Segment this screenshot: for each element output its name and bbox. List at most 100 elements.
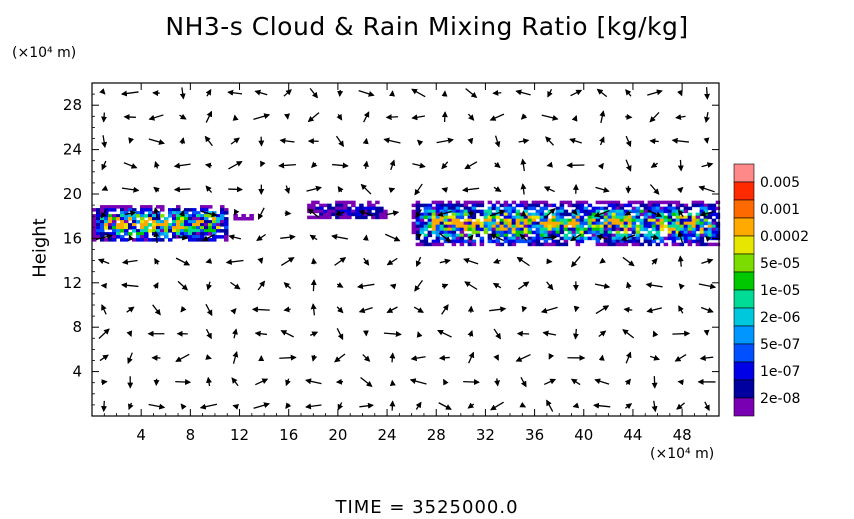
- wind-vector: [336, 306, 344, 314]
- wind-vector: [415, 401, 422, 410]
- cloud-cell: [611, 221, 617, 226]
- cloud-cell: [108, 220, 113, 224]
- cloud-cell: [535, 224, 541, 229]
- cloud-cell: [583, 200, 589, 205]
- cloud-cell: [679, 203, 685, 208]
- wind-vector: [678, 305, 684, 314]
- cloud-cell: [515, 221, 521, 226]
- cloud-cell: [595, 215, 601, 220]
- cloud-cell: [559, 218, 565, 223]
- cloud-cell: [591, 233, 597, 238]
- cloud-cell: [519, 221, 525, 226]
- cloud-cell: [443, 212, 449, 217]
- cloud-cell: [180, 223, 185, 227]
- colorbar-swatch: [733, 307, 755, 327]
- cloud-cell: [140, 211, 145, 215]
- cloud-cell: [459, 233, 465, 238]
- cloud-cell: [307, 203, 312, 208]
- cloud-cell: [224, 232, 229, 236]
- cloud-cell: [415, 221, 421, 226]
- wind-vector: [99, 354, 109, 362]
- wind-vector: [173, 186, 191, 193]
- cloud-cell: [675, 218, 681, 223]
- wind-vector: [383, 137, 401, 144]
- cloud-cell: [483, 221, 489, 226]
- cloud-cell: [535, 236, 541, 241]
- cloud-cell: [184, 229, 189, 233]
- wind-vector: [677, 255, 684, 267]
- cloud-cell: [435, 203, 441, 208]
- cloud-cell: [635, 230, 641, 235]
- wind-vector: [625, 135, 632, 148]
- cloud-cell: [104, 238, 109, 242]
- cloud-cell: [531, 242, 537, 247]
- cloud-cell: [531, 239, 537, 244]
- cloud-cell: [491, 221, 497, 226]
- wind-vector: [623, 306, 633, 313]
- cloud-cell: [411, 215, 417, 220]
- wind-vector: [441, 283, 449, 290]
- cloud-cell: [687, 206, 693, 211]
- cloud-cell: [200, 223, 205, 227]
- cloud-cell: [511, 218, 517, 223]
- wind-vector: [180, 305, 187, 313]
- cloud-cell: [623, 203, 629, 208]
- cloud-cell: [200, 232, 205, 236]
- wind-vector: [305, 378, 322, 385]
- cloud-cell: [607, 203, 613, 208]
- wind-vector: [598, 354, 605, 361]
- cloud-cell: [188, 217, 193, 221]
- cloud-cell: [615, 242, 621, 247]
- cloud-cell: [443, 209, 449, 214]
- cloud-cell: [319, 212, 324, 217]
- cloud-cell: [495, 209, 501, 214]
- cloud-cell: [507, 212, 513, 217]
- cloud-cell: [643, 233, 649, 238]
- wind-vector: [546, 399, 554, 412]
- cloud-cell: [671, 221, 677, 226]
- wind-vector: [337, 186, 344, 193]
- cloud-cell: [204, 223, 209, 227]
- cloud-cell: [539, 230, 545, 235]
- cloud-cell: [615, 203, 621, 208]
- cloud-cell: [132, 223, 137, 227]
- cloud-cell: [347, 206, 352, 211]
- cloud-cell: [216, 217, 221, 221]
- wind-vector: [309, 87, 318, 99]
- cloud-cell: [431, 200, 437, 205]
- wind-vector: [412, 162, 426, 169]
- cloud-cell: [435, 239, 441, 244]
- cloud-cell: [455, 221, 461, 226]
- cloud-cell: [579, 221, 585, 226]
- cloud-cell: [92, 235, 97, 239]
- cloud-cell: [224, 229, 229, 233]
- wind-vector: [334, 353, 346, 363]
- cloud-cell: [311, 215, 316, 220]
- cloud-cell: [599, 224, 605, 229]
- cloud-cell: [687, 239, 693, 244]
- cloud-cell: [200, 217, 205, 221]
- cloud-cell: [715, 227, 721, 232]
- cloud-cell: [160, 205, 165, 209]
- cloud-cell: [212, 235, 217, 239]
- cloud-cell: [327, 203, 332, 208]
- cloud-cell: [112, 229, 117, 233]
- cloud-cell: [459, 236, 465, 241]
- cloud-cell: [639, 242, 645, 247]
- wind-vector: [649, 111, 660, 123]
- cloud-cell: [152, 214, 157, 218]
- cloud-cell: [168, 238, 173, 242]
- cloud-cell: [711, 227, 717, 232]
- wind-vector: [205, 88, 212, 97]
- cloud-cell: [619, 206, 625, 211]
- cloud-cell: [679, 218, 685, 223]
- cloud-cell: [535, 209, 541, 214]
- cloud-cell: [611, 206, 617, 211]
- cloud-cell: [140, 229, 145, 233]
- wind-vector: [362, 160, 369, 169]
- y-tick-label: 16: [63, 229, 82, 247]
- colorbar-swatch: [733, 235, 755, 255]
- cloud-cell: [615, 200, 621, 205]
- cloud-cell: [639, 203, 645, 208]
- cloud-cell: [623, 230, 629, 235]
